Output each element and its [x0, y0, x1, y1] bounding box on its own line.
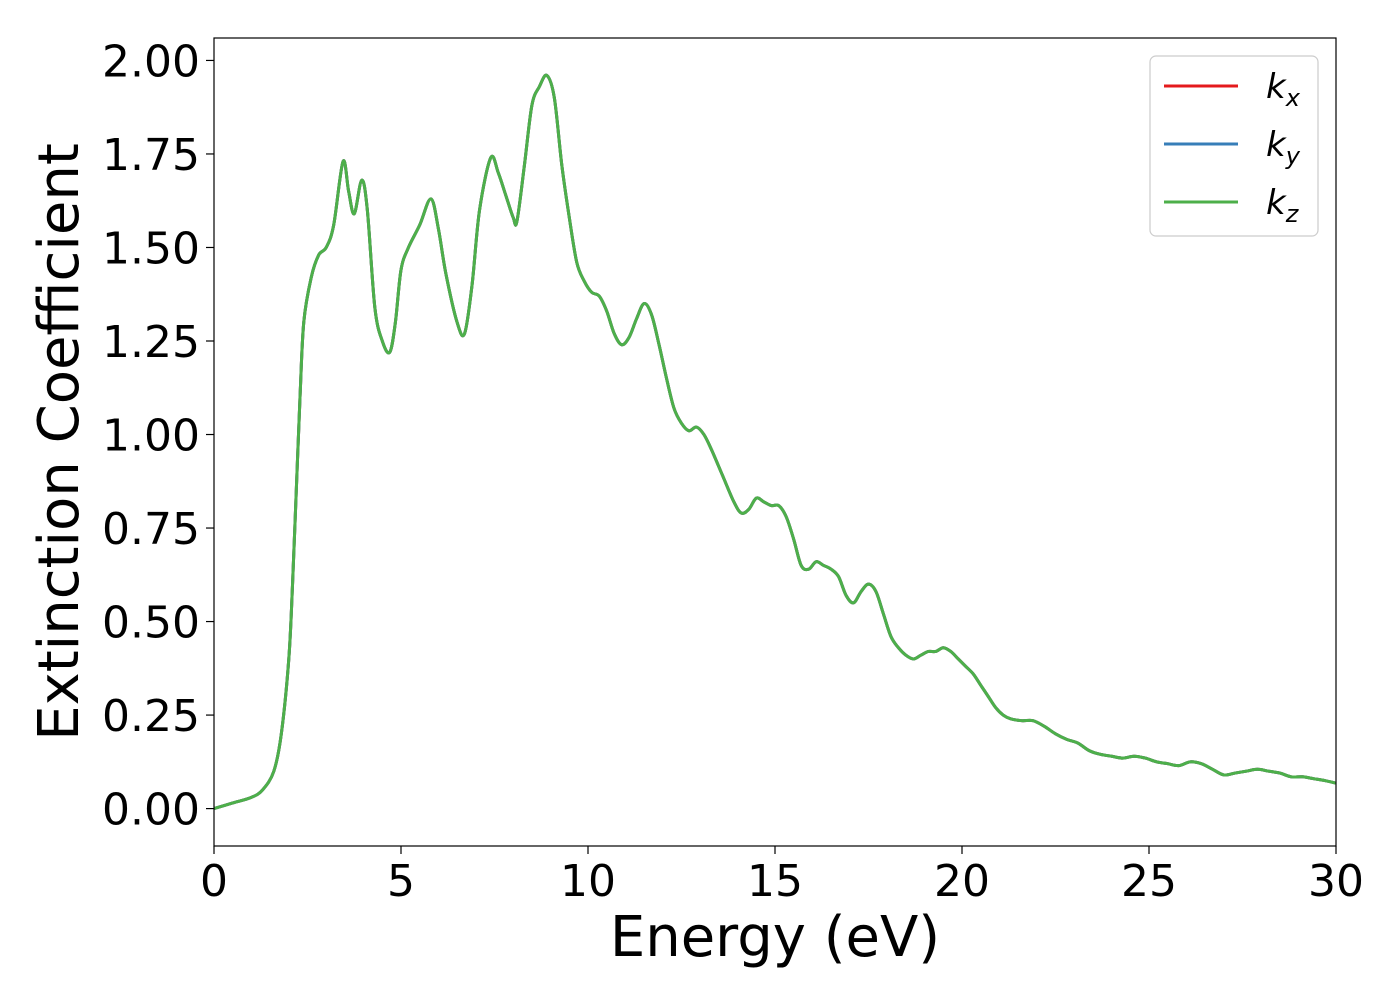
legend-label-y: ky — [1266, 125, 1301, 170]
y-tick-label: 1.25 — [102, 317, 200, 368]
y-tick-label: 1.00 — [102, 411, 200, 462]
y-tick-label: 0.25 — [102, 691, 200, 742]
y-axis-label: Extinction Coefficient — [27, 143, 92, 741]
x-tick-label: 20 — [934, 856, 990, 907]
x-tick-label: 15 — [747, 856, 803, 907]
x-tick-label: 30 — [1308, 856, 1364, 907]
x-tick-label: 0 — [200, 856, 228, 907]
y-tick-label: 0.50 — [102, 598, 200, 649]
y-tick-label: 1.75 — [102, 130, 200, 181]
series-group — [214, 73, 1336, 811]
y-tick-label: 0.00 — [102, 785, 200, 836]
legend-label-x: kx — [1266, 67, 1301, 112]
x-tick-label: 25 — [1121, 856, 1177, 907]
series-line-z — [214, 73, 1336, 811]
x-tick-label: 5 — [387, 856, 415, 907]
x-axis-ticks: 0 5 10 15 20 25 30 — [200, 846, 1364, 907]
x-tick-label: 10 — [560, 856, 616, 907]
legend: kx ky kz — [1149, 55, 1319, 237]
x-axis-label: Energy (eV) — [610, 905, 940, 970]
legend-label-z: kz — [1266, 183, 1300, 228]
y-axis-ticks: 0.00 0.25 0.50 0.75 1.00 1.25 1.50 1.75 2.00 — [102, 36, 214, 836]
y-tick-label: 0.75 — [102, 504, 200, 555]
y-tick-label: 2.00 — [102, 36, 200, 87]
y-tick-label: 1.50 — [102, 223, 200, 274]
legend-box — [1149, 55, 1319, 237]
